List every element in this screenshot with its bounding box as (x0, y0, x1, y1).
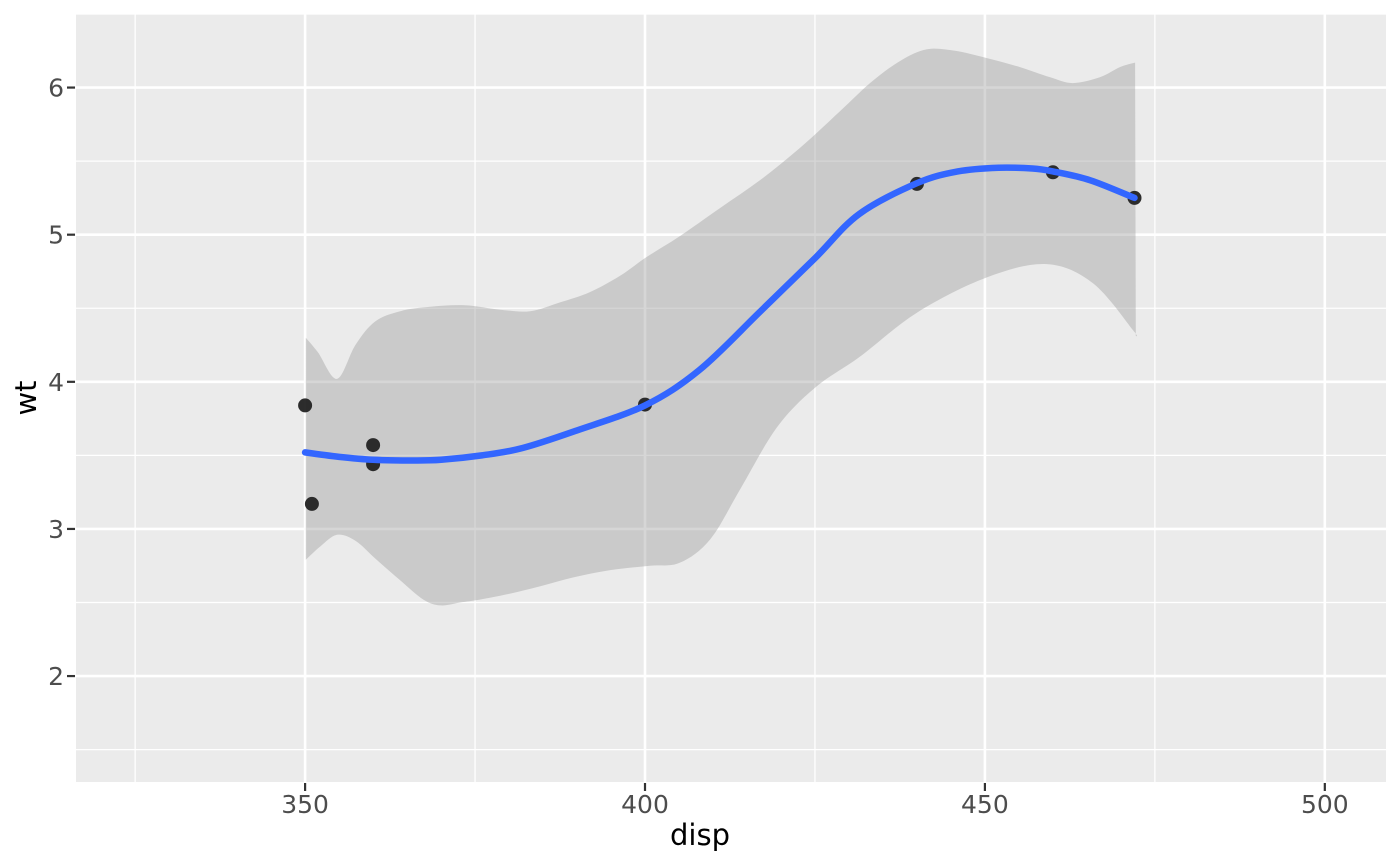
x-tick-label: 350 (281, 790, 329, 819)
smooth-line (301, 164, 1138, 464)
x-tick-label: 450 (961, 790, 1009, 819)
y-axis-title: wt (9, 380, 43, 415)
y-tick-label: 5 (48, 221, 64, 250)
panel-background (76, 14, 1386, 782)
gridlines-major (76, 14, 1386, 782)
y-tick-label: 4 (48, 368, 64, 397)
x-tick-label: 500 (1301, 790, 1349, 819)
x-axis-title: disp (670, 818, 730, 852)
x-tick-label: 400 (621, 790, 669, 819)
y-axis-tick-labels: 2 3 4 5 6 (48, 74, 64, 691)
data-point (304, 496, 319, 511)
y-tick-label: 6 (48, 74, 64, 103)
confidence-ribbon (305, 48, 1138, 606)
gridlines-minor (76, 13, 1386, 782)
axis-tick-marks (67, 86, 1326, 791)
data-point (366, 438, 381, 453)
y-tick-label: 3 (48, 515, 64, 544)
y-tick-label: 2 (48, 662, 64, 691)
x-axis-tick-labels: 350 400 450 500 (281, 790, 1348, 819)
data-point (298, 398, 313, 413)
